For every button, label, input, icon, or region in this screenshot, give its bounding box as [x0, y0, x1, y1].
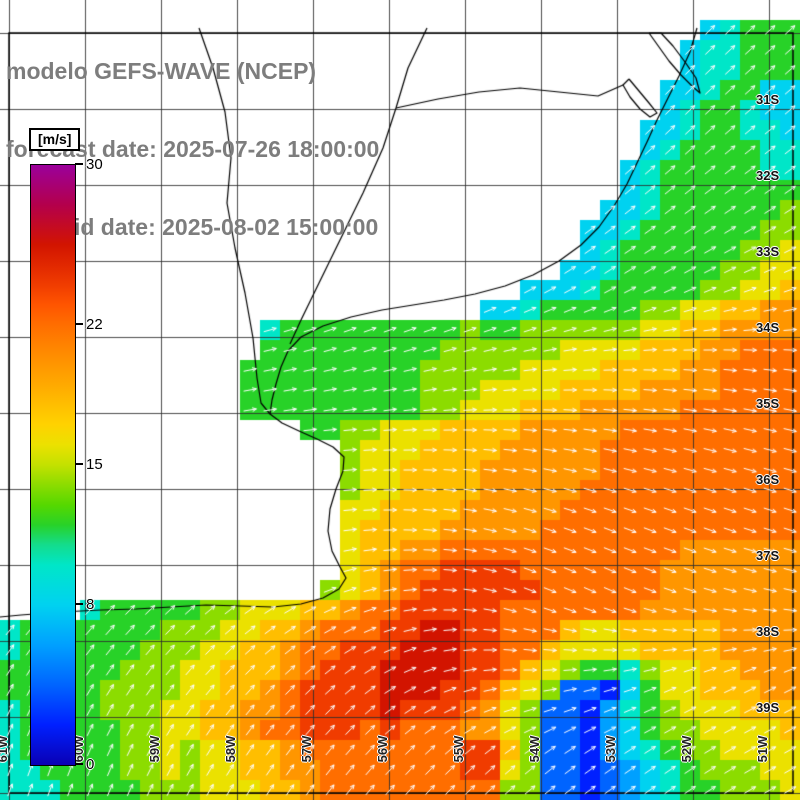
colorbar-tick-label: 30 [86, 156, 103, 173]
colorbar: [m/s] 30 22 15 8 0 [28, 128, 158, 778]
colorbar-tick-label: 8 [86, 596, 95, 613]
lat-label: 34S [756, 320, 780, 335]
lat-label: 35S [756, 396, 780, 411]
colorbar-tick-mark [75, 323, 83, 325]
lon-label: 51W [755, 735, 770, 763]
lat-label: 37S [756, 548, 780, 563]
lat-label: 33S [756, 244, 780, 259]
lon-label: 52W [679, 735, 694, 763]
lon-label: 56W [375, 735, 390, 763]
lon-label: 57W [299, 735, 314, 763]
lon-label: 55W [451, 735, 466, 763]
lat-label: 36S [756, 472, 780, 487]
lat-label: 38S [756, 624, 780, 639]
lon-label: 53W [603, 735, 618, 763]
colorbar-tick-mark [75, 463, 83, 465]
map-title-block: modelo GEFS-WAVE (NCEP) forecast date: 2… [6, 6, 379, 292]
colorbar-tick-mark [75, 763, 83, 765]
colorbar-gradient [30, 164, 76, 766]
lon-label: 54W [527, 735, 542, 763]
lon-label: 61W [0, 735, 10, 763]
lon-label: 58W [223, 735, 238, 763]
model-title: modelo GEFS-WAVE (NCEP) [6, 58, 317, 84]
colorbar-tick-label: 22 [86, 316, 103, 333]
lat-label: 32S [756, 168, 780, 183]
forecast-date: forecast date: 2025-07-26 18:00:00 [6, 136, 380, 162]
lat-label: 39S [756, 700, 780, 715]
colorbar-tick-mark [75, 603, 83, 605]
lat-label: 31S [756, 92, 780, 107]
colorbar-tick-mark [75, 163, 83, 165]
colorbar-tick-label: 15 [86, 456, 103, 473]
colorbar-unit-label: [m/s] [29, 128, 81, 151]
colorbar-tick-label: 0 [86, 756, 95, 773]
